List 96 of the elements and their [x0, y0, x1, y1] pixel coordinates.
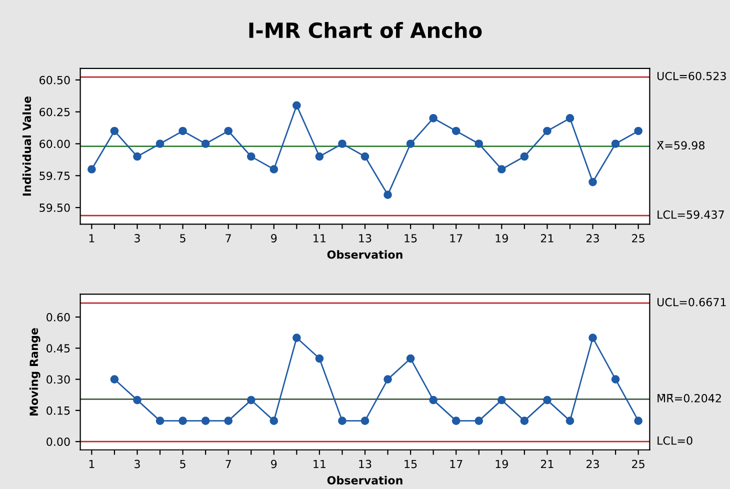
point: [292, 101, 301, 110]
point: [543, 396, 552, 404]
x-tick-label: 25: [632, 460, 644, 468]
ref-line-label: LCL=59.437: [658, 210, 724, 219]
ref-line-label: X̄=59.98: [656, 141, 705, 150]
point: [452, 126, 460, 136]
x-tick-label: 3: [134, 460, 140, 468]
chart-title: I-MR Chart of Ancho: [249, 22, 482, 38]
point: [224, 126, 233, 136]
point: [224, 416, 233, 425]
y-tick-label: 60.00: [40, 140, 70, 148]
point: [88, 165, 96, 174]
x-tick-label: 9: [271, 460, 277, 468]
y-tick-label: 0.00: [46, 438, 70, 446]
y-tick-label: 60.25: [40, 108, 70, 116]
x-tick-label: 11: [314, 234, 326, 242]
x-tick-label: 13: [359, 234, 372, 242]
point: [543, 126, 552, 136]
point: [588, 334, 597, 342]
x-tick-label: 19: [496, 234, 508, 242]
point: [588, 178, 597, 186]
point: [566, 114, 574, 122]
y-tick-label: 60.50: [40, 76, 70, 84]
point: [406, 140, 415, 148]
x-tick-label: 21: [540, 460, 554, 468]
point: [270, 416, 278, 425]
y-tick-label: 0.30: [46, 375, 70, 384]
ref-line-label: M̄R̄=0.2042: [658, 394, 721, 402]
point: [452, 416, 460, 425]
x-tick-label: 23: [586, 460, 599, 468]
point: [384, 190, 392, 199]
x-tick-label: 3: [134, 234, 140, 242]
x-tick-label: 7: [226, 234, 231, 242]
x-tick-label: 23: [586, 234, 599, 242]
x-tick-label: 19: [496, 460, 508, 468]
point: [338, 416, 346, 425]
point: [611, 375, 620, 384]
y-tick-label: 0.15: [46, 406, 70, 415]
point: [520, 416, 529, 425]
x-axis-title: Observation: [327, 250, 402, 259]
point: [611, 140, 620, 148]
point: [156, 416, 164, 425]
ref-line-label: UCL=60.523: [658, 72, 726, 80]
y-axis-title: Moving Range: [29, 328, 40, 416]
point: [110, 375, 119, 384]
point: [133, 396, 142, 404]
x-axis-title: Observation: [327, 476, 402, 485]
x-tick-label: 5: [180, 460, 186, 468]
y-tick-label: 0.60: [46, 313, 70, 322]
y-axis-title: Individual Value: [22, 96, 32, 196]
x-tick-label: 15: [404, 234, 417, 242]
x-tick-label: 9: [271, 234, 277, 242]
ref-line-label: UCL=0.6671: [658, 298, 726, 306]
point: [634, 416, 642, 425]
x-tick-label: 7: [226, 460, 231, 468]
point: [292, 334, 301, 342]
point: [520, 152, 529, 161]
point: [497, 165, 506, 174]
x-tick-label: 13: [359, 460, 372, 468]
x-tick-label: 21: [540, 234, 554, 242]
ref-line-label: LCL=0: [658, 436, 692, 445]
point: [338, 140, 346, 148]
point: [315, 354, 324, 363]
point: [178, 416, 187, 425]
point: [133, 152, 142, 161]
point: [474, 416, 484, 425]
point: [406, 354, 415, 363]
y-tick-label: 0.45: [46, 344, 70, 353]
x-tick-label: 15: [404, 460, 417, 468]
point: [246, 396, 256, 404]
x-tick-label: 25: [632, 234, 644, 242]
x-tick-label: 11: [314, 460, 326, 468]
point: [246, 152, 256, 161]
x-tick-label: 1: [89, 460, 94, 468]
point: [360, 152, 370, 161]
point: [429, 396, 438, 404]
point: [270, 165, 278, 174]
point: [315, 152, 324, 161]
point: [497, 396, 506, 404]
y-tick-label: 59.75: [40, 172, 70, 180]
x-tick-label: 1: [89, 234, 94, 242]
x-tick-label: 17: [450, 234, 462, 242]
point: [634, 126, 642, 136]
x-tick-label: 17: [450, 460, 462, 468]
point: [156, 140, 164, 148]
point: [201, 416, 210, 425]
point: [474, 140, 484, 148]
point: [566, 416, 574, 425]
point: [360, 416, 370, 425]
point: [178, 126, 187, 136]
point: [384, 375, 392, 384]
point: [429, 114, 438, 122]
x-tick-label: 5: [180, 234, 186, 242]
y-tick-label: 59.50: [40, 204, 70, 212]
point: [110, 126, 119, 136]
point: [201, 140, 210, 148]
